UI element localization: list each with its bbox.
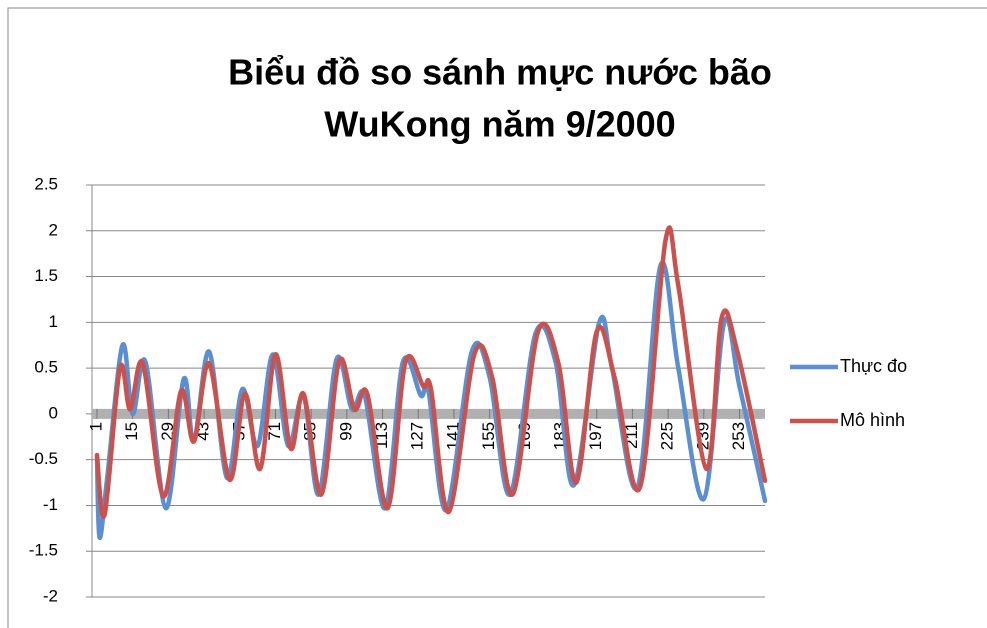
y-tick-label: 2 xyxy=(49,220,58,239)
x-tick-label: 99 xyxy=(336,422,355,441)
y-tick-label: 0 xyxy=(49,403,58,422)
x-tick-label: 197 xyxy=(586,422,605,450)
y-tick-label: -2 xyxy=(43,586,58,605)
x-tick-label: 253 xyxy=(729,422,748,450)
y-tick-label: 0.5 xyxy=(34,358,58,377)
series-line xyxy=(94,225,768,519)
chart-title: WuKong năm 9/2000 xyxy=(324,104,675,145)
x-tick-label: 127 xyxy=(408,422,427,450)
legend-label: Thực đo xyxy=(840,356,907,376)
y-tick-label: 1 xyxy=(49,312,58,331)
y-tick-label: 1.5 xyxy=(34,266,58,285)
chart-border xyxy=(7,7,987,628)
x-tick-label: 71 xyxy=(265,422,284,441)
x-tick-label: 225 xyxy=(658,422,677,450)
chart-title: Biểu đồ so sánh mực nước bão xyxy=(228,52,772,93)
legend-label: Mô hình xyxy=(840,410,905,430)
y-tick-label: -1.5 xyxy=(29,541,58,560)
x-tick-label: 155 xyxy=(479,422,498,450)
y-tick-label: 2.5 xyxy=(34,174,58,193)
y-tick-label: -1 xyxy=(43,495,58,514)
x-axis-band xyxy=(92,408,765,419)
x-tick-label: 15 xyxy=(122,422,141,441)
y-tick-label: -0.5 xyxy=(29,449,58,468)
x-tick-label: 1 xyxy=(86,422,105,431)
